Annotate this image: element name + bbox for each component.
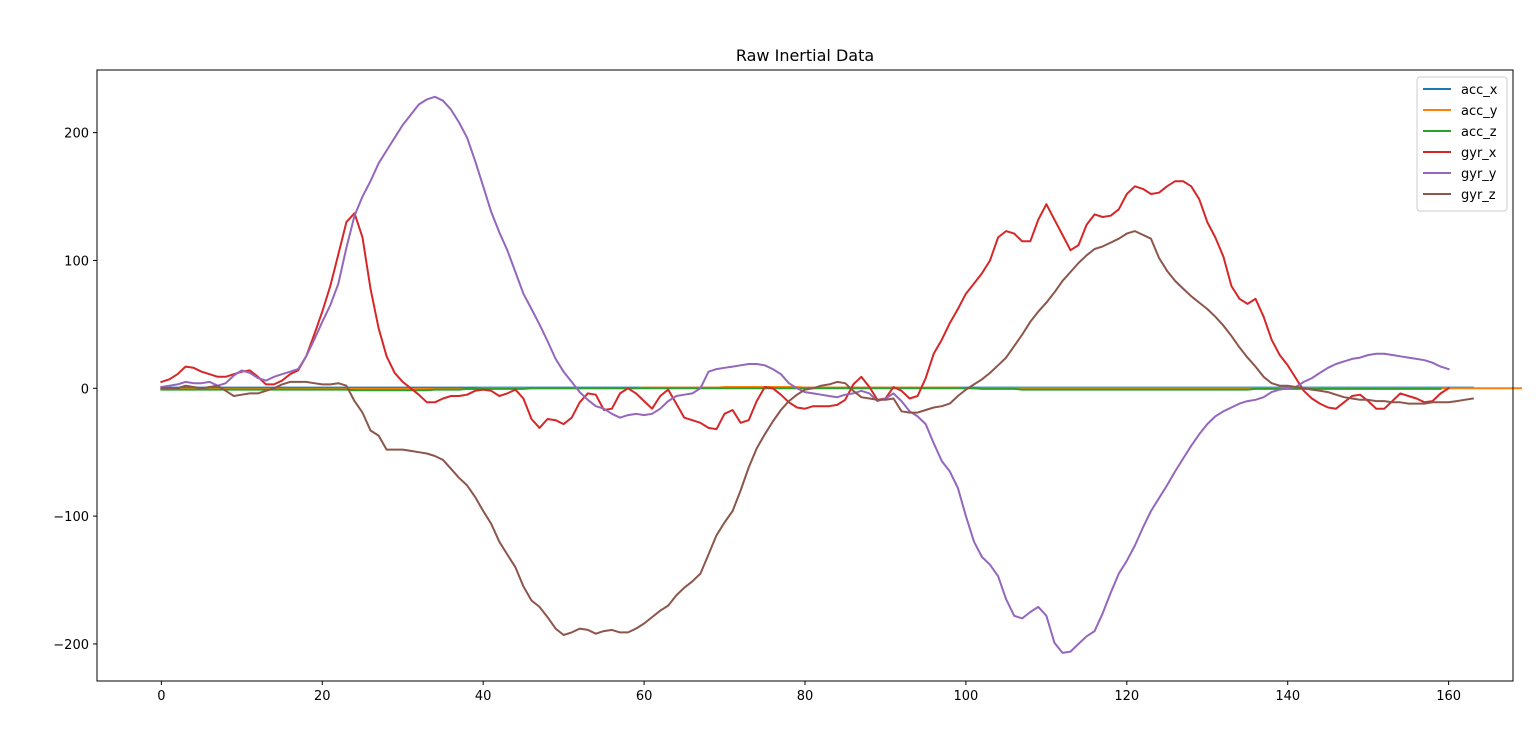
y-tick-label: −200 xyxy=(53,638,89,653)
y-tick-label: 100 xyxy=(64,254,89,269)
plot-area-frame xyxy=(96,69,1514,682)
x-tick-label: 140 xyxy=(1275,689,1300,704)
y-tick-label: −100 xyxy=(53,510,89,525)
y-tick-label: 200 xyxy=(64,127,89,142)
legend-label-gyr-z: gyr_z xyxy=(1461,188,1496,203)
x-tick-label: 160 xyxy=(1436,689,1461,704)
y-axis-ticks: −200 −100 0 100 200 xyxy=(53,127,97,653)
legend-label-gyr-y: gyr_y xyxy=(1461,167,1497,182)
legend-label-acc-z: acc_z xyxy=(1461,125,1497,140)
series-line-gyr-z xyxy=(160,230,1474,636)
x-axis-ticks: 0 20 40 60 80 100 120 140 160 xyxy=(157,681,1461,704)
legend-label-acc-y: acc_y xyxy=(1461,104,1498,119)
x-tick-label: 120 xyxy=(1114,689,1139,704)
chart-title: Raw Inertial Data xyxy=(736,46,874,65)
legend: acc_x acc_y acc_z gyr_x gyr_y gyr_z xyxy=(1416,76,1508,212)
x-tick-label: 80 xyxy=(797,689,814,704)
x-tick-label: 40 xyxy=(475,689,492,704)
x-tick-label: 100 xyxy=(953,689,978,704)
plot-lines xyxy=(160,95,1522,654)
y-tick-label: 0 xyxy=(81,382,89,397)
legend-label-acc-x: acc_x xyxy=(1461,83,1498,98)
x-tick-label: 60 xyxy=(636,689,653,704)
series-line-gyr-x xyxy=(160,180,1450,431)
series-line-acc-z xyxy=(160,387,1442,392)
legend-label-gyr-x: gyr_x xyxy=(1461,146,1497,161)
x-tick-label: 20 xyxy=(314,689,331,704)
x-tick-label: 0 xyxy=(157,689,165,704)
series-line-gyr-y xyxy=(160,95,1450,654)
